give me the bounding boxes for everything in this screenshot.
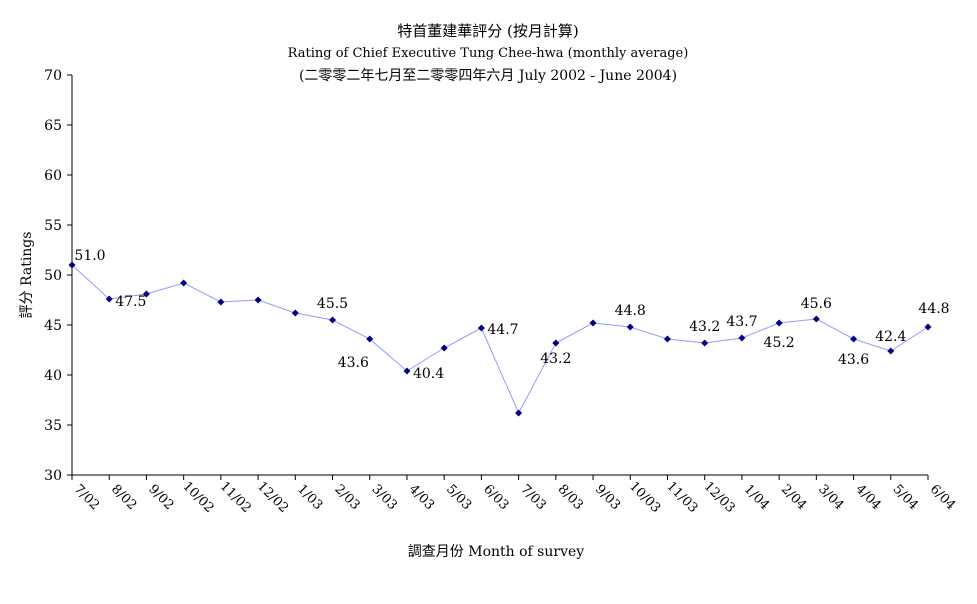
chart-subtitle-dates: (二零零二年七月至二零零四年六月 July 2002 - June 2004) [299, 68, 677, 84]
y-tick-label: 50 [44, 268, 62, 284]
data-point [180, 279, 188, 287]
y-tick-label: 45 [44, 318, 62, 334]
x-tick-label: 5/03 [443, 482, 474, 513]
data-point [329, 316, 337, 324]
data-label: 43.7 [726, 314, 757, 330]
x-tick-label: 10/02 [180, 479, 217, 516]
chart-title: 特首董建華評分 (按月計算) [397, 22, 578, 40]
y-tick-label: 40 [44, 368, 62, 384]
x-tick-label: 11/02 [217, 479, 254, 516]
data-label: 43.6 [838, 352, 869, 368]
data-point [626, 323, 634, 331]
data-label: 40.4 [413, 366, 444, 382]
data-label: 42.4 [875, 329, 906, 345]
data-label: 47.5 [115, 294, 146, 310]
data-point [142, 290, 150, 298]
data-point [663, 335, 671, 343]
data-point [254, 296, 262, 304]
chart-subtitle: Rating of Chief Executive Tung Chee-hwa … [288, 46, 689, 61]
x-tick-label: 9/02 [145, 482, 176, 513]
series-line [71, 264, 929, 415]
data-point [68, 261, 76, 269]
data-point [701, 339, 709, 347]
x-tick-label: 7/03 [517, 482, 548, 513]
data-label: 51.0 [74, 248, 105, 264]
data-point [552, 339, 560, 347]
data-label: 45.2 [764, 335, 795, 351]
x-tick-label: 7/02 [71, 482, 102, 513]
y-tick-label: 55 [44, 218, 62, 234]
x-tick-label: 6/03 [480, 482, 511, 513]
x-tick-label: 3/04 [815, 482, 846, 513]
y-tick-label: 70 [44, 68, 62, 84]
y-tick-label: 35 [44, 418, 62, 434]
x-tick-label: 12/02 [254, 479, 291, 516]
data-point [924, 323, 932, 331]
data-point [887, 347, 895, 355]
x-tick-label: 8/03 [555, 482, 586, 513]
data-point [812, 315, 820, 323]
x-tick-label: 5/04 [890, 482, 921, 513]
data-point [291, 309, 299, 317]
data-point [850, 335, 858, 343]
data-label: 44.8 [615, 303, 646, 319]
data-point [589, 319, 597, 327]
data-label: 43.2 [689, 319, 720, 335]
data-point [366, 335, 374, 343]
x-tick-label: 1/03 [294, 482, 325, 513]
x-axis-label: 調查月份 Month of survey [408, 544, 584, 560]
data-point [217, 298, 225, 306]
x-tick-label: 1/04 [741, 482, 772, 513]
data-label: 45.6 [801, 296, 832, 312]
x-tick-label: 6/04 [927, 482, 958, 513]
x-tick-label: 4/04 [852, 482, 883, 513]
data-point [105, 295, 113, 303]
data-label: 43.6 [338, 355, 369, 371]
data-point [775, 319, 783, 327]
data-label: 43.2 [540, 351, 571, 367]
data-label: 44.7 [487, 322, 518, 338]
x-tick-label: 12/03 [701, 479, 738, 516]
x-tick-label: 8/02 [108, 482, 139, 513]
x-tick-label: 11/03 [663, 479, 700, 516]
y-tick-label: 65 [44, 118, 62, 134]
data-point [403, 367, 411, 375]
x-tick-label: 3/03 [369, 482, 400, 513]
data-point [515, 409, 523, 417]
x-tick-label: 9/03 [592, 482, 623, 513]
x-tick-label: 2/03 [331, 482, 362, 513]
y-tick-label: 30 [44, 468, 62, 484]
y-tick-label: 60 [44, 168, 62, 184]
x-tick-label: 2/04 [778, 482, 809, 513]
x-tick-label: 10/03 [626, 479, 663, 516]
data-label: 45.5 [317, 296, 348, 312]
data-label: 44.8 [918, 301, 949, 317]
data-point [477, 324, 485, 332]
x-tick-label: 4/03 [406, 482, 437, 513]
y-axis-label: 評分 Ratings [19, 232, 35, 319]
data-point [738, 334, 746, 342]
data-point [440, 344, 448, 352]
